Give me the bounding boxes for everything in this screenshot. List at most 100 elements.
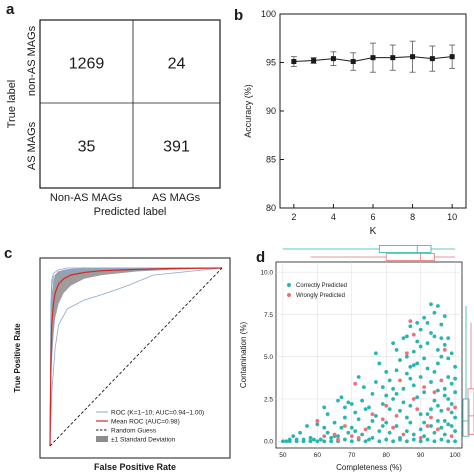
plot-d-xtick-label: 50 bbox=[279, 452, 287, 459]
legend-wrong-swatch bbox=[287, 293, 291, 297]
scatter-point-correct bbox=[404, 371, 409, 376]
scatter-point-wrong bbox=[439, 378, 444, 383]
scatter-point-correct bbox=[315, 439, 320, 444]
scatter-point-correct bbox=[394, 348, 399, 352]
scatter-point-correct bbox=[387, 407, 392, 412]
scatter-point-correct bbox=[398, 437, 402, 442]
scatter-point-correct bbox=[415, 361, 420, 366]
roc-legend: ROC (K=1~10; AUC=0.94~1.00) Mean ROC (AU… bbox=[96, 410, 204, 444]
scatter-point-correct bbox=[432, 398, 437, 403]
accuracy-point bbox=[350, 59, 356, 65]
accuracy-point bbox=[370, 55, 376, 61]
scatter-point-correct bbox=[425, 320, 430, 325]
scatter-point-correct bbox=[453, 390, 458, 395]
scatter-point-correct bbox=[391, 439, 396, 444]
scatter-point-correct bbox=[425, 437, 430, 442]
scatter-point-correct bbox=[453, 415, 458, 420]
scatter-point-correct bbox=[291, 434, 296, 439]
scatter-point-correct bbox=[339, 425, 344, 430]
roc-individual-line bbox=[49, 267, 222, 447]
cm-cell-value: 35 bbox=[78, 139, 96, 156]
scatter-point-correct bbox=[401, 336, 406, 340]
scatter-point-correct bbox=[294, 439, 299, 444]
plot-d-ytick-label: 5.0 bbox=[264, 354, 273, 361]
plot-d-frame bbox=[275, 261, 463, 449]
scatter-point-wrong bbox=[398, 378, 402, 383]
scatter-point-correct bbox=[449, 351, 454, 356]
scatter-point-correct bbox=[439, 322, 444, 327]
scatter-point-correct bbox=[394, 424, 399, 428]
scatter-point-correct bbox=[404, 415, 409, 420]
scatter-point-correct bbox=[367, 425, 371, 430]
scatter-point-correct bbox=[415, 339, 420, 344]
scatter-point-correct bbox=[453, 429, 458, 433]
scatter-point-correct bbox=[322, 425, 327, 430]
scatter-point-correct bbox=[446, 356, 451, 361]
plot-b-ytick-label: 80 bbox=[266, 203, 276, 213]
scatter-point-correct bbox=[429, 424, 433, 428]
scatter-point-correct bbox=[367, 437, 371, 442]
scatter-point-correct bbox=[418, 375, 423, 379]
scatter-point-wrong bbox=[446, 407, 451, 412]
scatter-point-correct bbox=[349, 402, 354, 406]
plot-b-xtick-label: 10 bbox=[447, 212, 457, 222]
roc-std-band bbox=[50, 268, 222, 446]
scatter-point-correct bbox=[408, 376, 413, 381]
panel-b-label: b bbox=[234, 7, 243, 24]
scatter-point-correct bbox=[418, 327, 423, 332]
scatter-point-wrong bbox=[415, 407, 420, 412]
scatter-point-correct bbox=[425, 341, 430, 346]
accuracy-point bbox=[429, 56, 435, 62]
scatter-point-wrong bbox=[432, 390, 437, 395]
row-label-as: AS MAGs bbox=[26, 121, 38, 170]
scatter-point-wrong bbox=[442, 348, 447, 352]
col-label-non-as: Non-AS MAGs bbox=[50, 192, 123, 204]
scatter-point-correct bbox=[360, 398, 365, 403]
accuracy-point bbox=[390, 55, 396, 61]
scatter-point-correct bbox=[422, 420, 427, 425]
scatter-point-correct bbox=[391, 386, 396, 391]
scatter-legend: Correctly Predicted Wrongly Predicted bbox=[287, 283, 347, 299]
scatter-point-wrong bbox=[404, 351, 409, 356]
scatter-point-wrong bbox=[356, 435, 361, 440]
plot-d-ytick-label: 10.0 bbox=[260, 270, 273, 277]
scatter-point-wrong bbox=[384, 403, 389, 408]
scatter-point-correct bbox=[415, 395, 420, 400]
legend-roc-individual-label: ROC (K=1~10; AUC=0.94~1.00) bbox=[111, 410, 204, 417]
scatter-point-correct bbox=[377, 439, 382, 444]
scatter-point-correct bbox=[280, 439, 285, 444]
scatter-point-correct bbox=[453, 439, 458, 444]
scatter-point-correct bbox=[349, 425, 354, 430]
scatter-point-wrong bbox=[408, 319, 413, 324]
accuracy-point bbox=[330, 56, 336, 62]
scatter-point-wrong bbox=[336, 437, 340, 442]
scatter-point-correct bbox=[339, 395, 344, 400]
plot-b-xtick-label: 6 bbox=[370, 212, 375, 222]
random-guess-line bbox=[49, 267, 223, 447]
scatter-point-correct bbox=[442, 342, 447, 347]
scatter-point-wrong bbox=[380, 417, 385, 422]
scatter-point-wrong bbox=[411, 332, 416, 337]
scatter-point-correct bbox=[346, 400, 351, 405]
scatter-point-correct bbox=[373, 413, 378, 418]
cm-cell-value: 1269 bbox=[69, 56, 105, 73]
scatter-point-correct bbox=[380, 424, 385, 428]
scatter-point-correct bbox=[370, 435, 375, 440]
scatter-point-correct bbox=[411, 383, 416, 388]
cm-cell-value: 24 bbox=[168, 56, 186, 73]
scatter-point-correct bbox=[322, 405, 327, 410]
scatter-point-correct bbox=[342, 437, 347, 442]
scatter-point-correct bbox=[411, 363, 416, 368]
scatter-point-correct bbox=[439, 437, 444, 442]
scatter-point-correct bbox=[446, 439, 451, 444]
scatter-point-wrong bbox=[391, 425, 396, 430]
scatter-point-correct bbox=[315, 422, 320, 427]
scatter-point-wrong bbox=[363, 427, 368, 432]
scatter-point-correct bbox=[325, 430, 330, 435]
plot-d-xtick-label: 60 bbox=[314, 452, 322, 459]
scatter-point-correct bbox=[439, 336, 444, 340]
panel-c: c ROC (K=1~10; AUC=0.94~1.00) Mean ROC (… bbox=[4, 245, 231, 472]
scatter-point-correct bbox=[305, 424, 309, 428]
scatter-point-correct bbox=[449, 424, 454, 428]
scatter-point-correct bbox=[373, 351, 378, 356]
